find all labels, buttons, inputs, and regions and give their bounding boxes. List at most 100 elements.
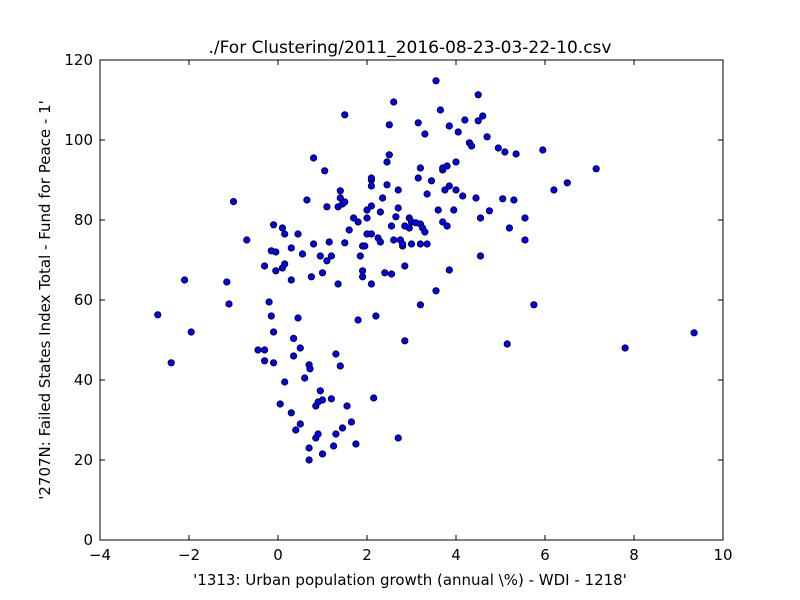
y-tick-label: 20 <box>74 451 93 469</box>
data-point <box>332 430 340 438</box>
data-point <box>505 224 513 232</box>
data-point <box>423 240 431 248</box>
data-point <box>385 151 393 159</box>
data-point <box>345 226 353 234</box>
x-tick-label: −4 <box>89 546 111 564</box>
data-point <box>439 218 447 226</box>
data-point <box>309 240 318 248</box>
data-point <box>265 298 273 306</box>
data-point <box>387 222 396 230</box>
data-point <box>289 352 298 360</box>
data-point <box>347 418 355 426</box>
data-point <box>303 196 311 204</box>
x-tick-label: 6 <box>540 546 550 564</box>
x-tick-label: 10 <box>713 546 732 564</box>
data-point <box>269 359 278 367</box>
data-point <box>338 424 347 432</box>
data-point <box>387 270 396 278</box>
data-point <box>521 236 529 244</box>
data-point <box>416 164 424 172</box>
data-point <box>329 442 338 450</box>
data-point <box>485 207 493 215</box>
data-point <box>472 194 480 202</box>
data-point <box>521 214 529 222</box>
data-point <box>385 121 393 129</box>
data-point <box>276 400 284 408</box>
data-point <box>292 426 300 434</box>
data-point <box>260 357 269 365</box>
data-point <box>390 98 398 106</box>
data-point <box>336 187 344 195</box>
data-point <box>269 221 278 229</box>
data-point <box>343 402 351 410</box>
data-point <box>414 174 422 182</box>
data-point <box>367 182 375 190</box>
y-axis-label: '2707N: Failed States Index Total - Fund… <box>36 100 54 500</box>
chart-title: ./For Clustering/2011_2016-08-23-03-22-1… <box>209 38 612 58</box>
data-point <box>454 128 462 136</box>
data-point <box>318 396 327 404</box>
data-point <box>432 287 440 295</box>
data-point <box>305 456 313 464</box>
data-point <box>294 314 302 322</box>
data-point <box>363 214 371 222</box>
data-point <box>272 267 280 275</box>
data-point <box>223 278 231 286</box>
data-point <box>512 150 520 158</box>
data-point <box>461 116 469 124</box>
data-point <box>367 174 375 182</box>
data-point <box>358 267 367 275</box>
data-point <box>483 133 491 141</box>
data-point <box>341 239 349 247</box>
data-point <box>390 236 398 244</box>
x-tick-label: 0 <box>273 546 283 564</box>
data-point <box>394 204 402 212</box>
data-point <box>260 262 269 270</box>
data-point <box>499 195 507 203</box>
x-tick-label: −2 <box>178 546 200 564</box>
data-point <box>327 395 335 403</box>
data-point <box>467 142 476 150</box>
data-point <box>309 154 318 162</box>
data-point <box>354 316 362 324</box>
data-point <box>383 181 391 189</box>
data-point <box>432 77 440 85</box>
data-point <box>445 122 453 130</box>
data-point <box>260 346 269 354</box>
data-point <box>352 440 360 448</box>
data-point <box>187 328 195 336</box>
data-point <box>445 182 453 190</box>
data-point <box>341 111 349 119</box>
data-point <box>243 236 251 244</box>
data-point <box>372 312 380 320</box>
data-point <box>474 117 482 125</box>
data-point <box>316 387 324 395</box>
data-point <box>323 203 331 211</box>
data-point <box>450 206 458 214</box>
data-point <box>287 276 295 284</box>
data-point <box>452 158 460 166</box>
data-point <box>476 252 485 260</box>
data-point <box>563 179 571 187</box>
data-point <box>476 214 485 222</box>
data-point <box>443 162 451 170</box>
data-point <box>154 311 162 319</box>
data-point <box>269 328 278 336</box>
x-axis-label: '1313: Urban population growth (annual \… <box>193 571 627 589</box>
data-point <box>358 273 367 281</box>
data-point <box>459 192 467 200</box>
data-point <box>318 450 327 458</box>
data-point <box>321 167 329 175</box>
data-point <box>416 301 424 309</box>
data-point <box>381 269 389 277</box>
y-tick-label: 100 <box>64 131 93 149</box>
data-point <box>354 218 362 226</box>
data-point <box>401 262 409 270</box>
y-tick-label: 120 <box>64 51 93 69</box>
data-point <box>296 420 304 428</box>
x-tick-label: 2 <box>362 546 372 564</box>
data-point <box>296 344 304 352</box>
data-point <box>452 186 460 194</box>
